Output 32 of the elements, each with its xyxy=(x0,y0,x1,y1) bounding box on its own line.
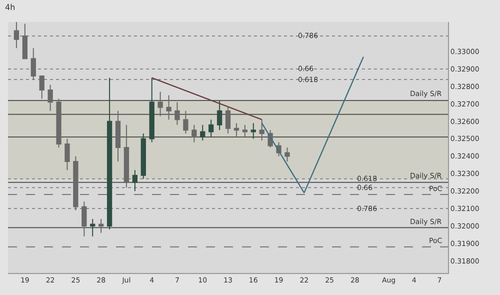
candlestick xyxy=(132,170,138,192)
candlestick xyxy=(149,77,154,143)
candlestick xyxy=(225,106,231,134)
candlestick xyxy=(14,22,20,49)
candlestick xyxy=(174,102,180,126)
candlestick xyxy=(234,122,240,138)
candlestick xyxy=(216,100,222,131)
candlestick xyxy=(208,119,214,138)
candlestick xyxy=(115,110,121,162)
candlestick xyxy=(48,84,53,112)
candlestick xyxy=(39,76,44,100)
candlestick xyxy=(56,98,62,148)
candlestick xyxy=(158,91,163,117)
candlestick xyxy=(192,124,197,143)
candlestick xyxy=(124,124,130,188)
candlestick xyxy=(82,201,87,237)
candlestick xyxy=(98,218,104,234)
candlestick xyxy=(250,122,256,140)
candlestick xyxy=(106,77,112,230)
candlestick xyxy=(30,48,36,80)
candlestick xyxy=(140,133,146,180)
candlestick xyxy=(73,156,78,211)
chart-title: 4h xyxy=(5,3,16,12)
candlestick xyxy=(242,124,248,138)
candlestick xyxy=(90,218,96,237)
candlestick xyxy=(22,23,28,60)
candlestick xyxy=(166,94,172,120)
candlestick xyxy=(259,119,264,142)
candlestick xyxy=(284,147,290,162)
candlestick xyxy=(183,110,188,134)
candlestick xyxy=(200,124,206,142)
candlestick xyxy=(64,138,70,171)
